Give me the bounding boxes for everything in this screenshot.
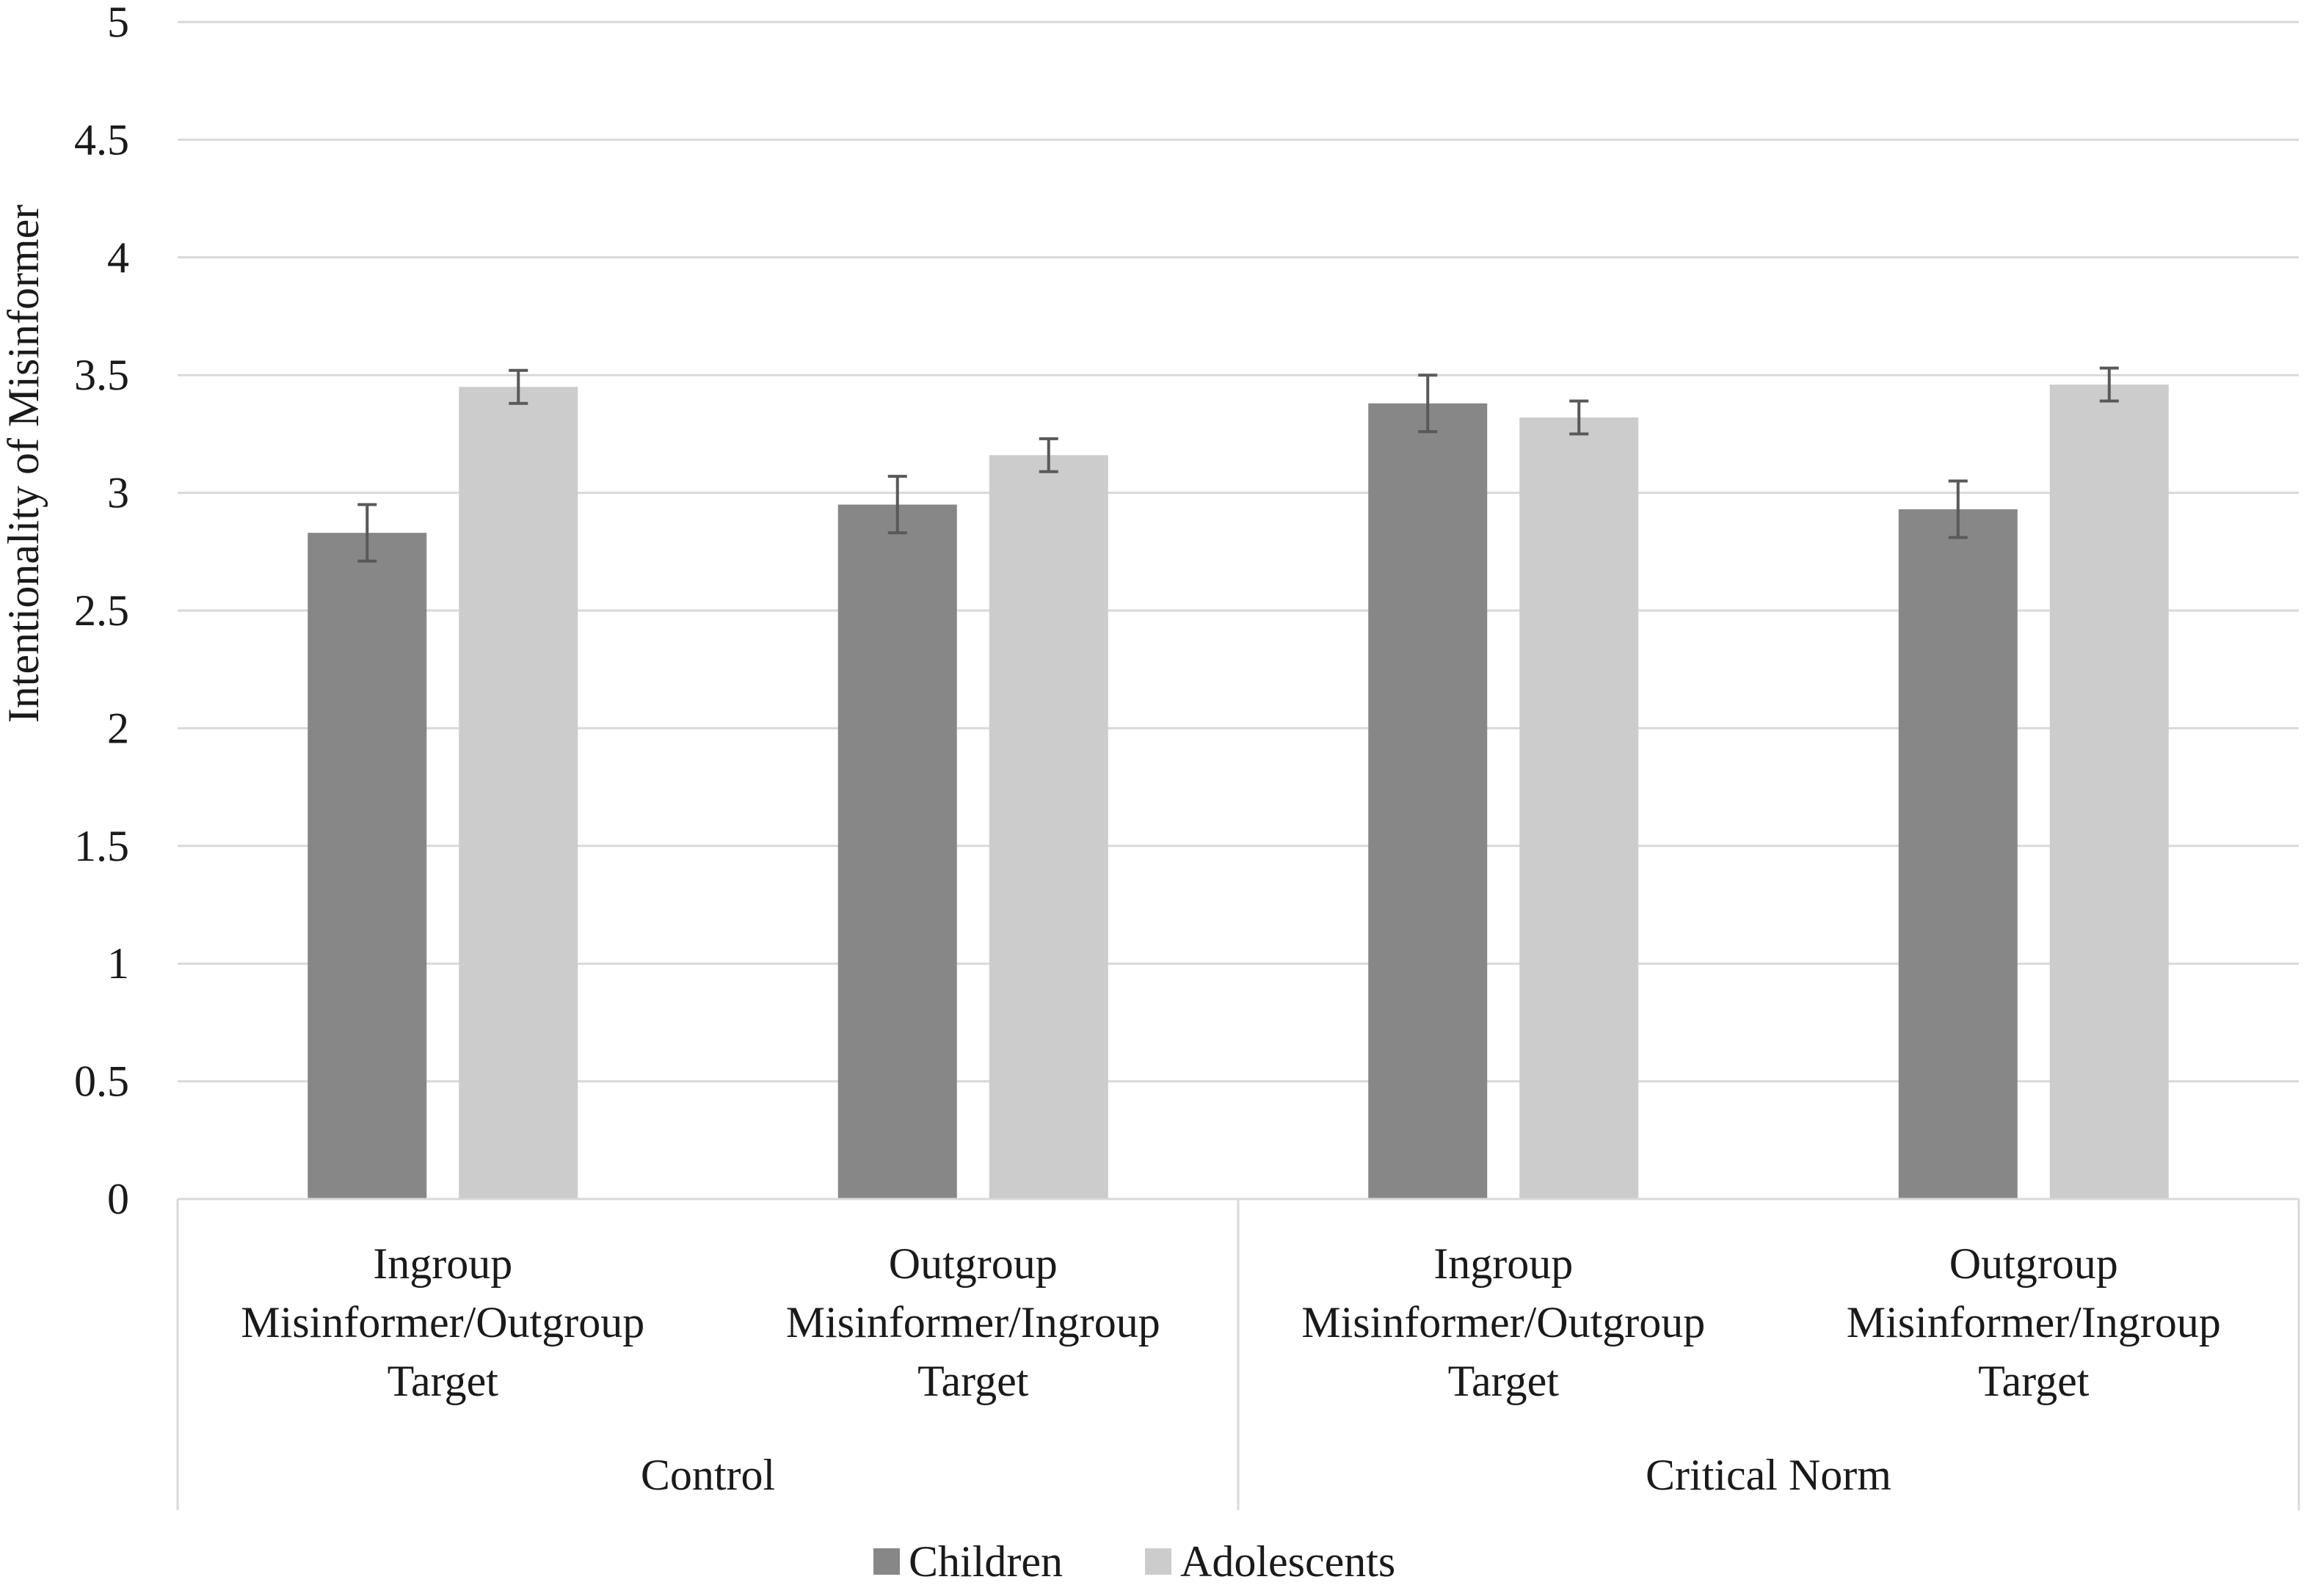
bar-adolescents (2049, 385, 2169, 1199)
error-bars (357, 366, 2119, 563)
y-tick-label: 0.5 (74, 1057, 129, 1106)
axes (176, 1198, 2300, 1510)
legend-swatch-adolescents (1145, 1548, 1171, 1575)
y-tick-label: 0 (107, 1175, 129, 1223)
y-tick-label: 4.5 (74, 115, 129, 164)
y-tick-label: 1 (107, 939, 129, 988)
legend-swatch-children (873, 1548, 900, 1575)
y-tick-label: 2 (107, 704, 129, 752)
bar-children (1368, 403, 1488, 1199)
x-category-label-line: Target (388, 1357, 499, 1405)
y-tick-label: 1.5 (74, 822, 129, 870)
bars (308, 385, 2169, 1199)
x-category-label-line: Misinformer/Outgroup (1301, 1298, 1705, 1347)
legend: Children Adolescents (873, 1537, 1395, 1586)
x-category-labels: Ingroup Misinformer/Outgroup TargetOutgrou… (241, 1239, 2220, 1405)
x-category-label-line: Misinformer/Ingroup (1847, 1298, 2221, 1347)
bar-adolescents (1519, 417, 1639, 1199)
x-category-label: Outgroup Misinformer/Ingroup Target (1847, 1239, 2221, 1405)
y-tick-label: 4 (107, 233, 129, 282)
y-tick-label: 2.5 (74, 586, 129, 635)
x-category-label: Outgroup Misinformer/Ingroup Target (786, 1239, 1160, 1405)
x-category-label-line: Outgroup (1949, 1239, 2118, 1288)
x-group-label: Control (641, 1451, 775, 1499)
x-category-label: Ingroup Misinformer/Outgroup Target (241, 1239, 644, 1405)
x-category-label-line: Ingroup (373, 1239, 512, 1288)
bar-adolescents (989, 455, 1108, 1199)
x-category-label-line: Target (1448, 1357, 1560, 1405)
legend-label-adolescents: Adolescents (1180, 1537, 1395, 1586)
x-category-label-line: Target (917, 1357, 1029, 1405)
x-category-label-line: Ingroup (1433, 1239, 1573, 1288)
x-category-label-line: Outgroup (889, 1239, 1058, 1288)
x-group-label: Critical Norm (1646, 1451, 1891, 1499)
x-category-label-line: Target (1978, 1357, 2090, 1405)
y-tick-label: 3.5 (74, 351, 129, 399)
bar-children (837, 504, 957, 1199)
bar-adolescents (459, 387, 578, 1199)
x-category-label-line: Misinformer/Ingroup (786, 1298, 1160, 1347)
y-tick-labels: 0 0.5 1 1.5 2 2.5 3 3.5 4 4.5 5 (74, 0, 129, 1223)
y-tick-label: 5 (107, 0, 129, 46)
y-tick-label: 3 (107, 469, 129, 517)
bar-children (1898, 509, 2018, 1199)
legend-label-children: Children (909, 1537, 1063, 1586)
x-group-labels: Control Critical Norm (641, 1451, 1891, 1499)
bar-children (308, 533, 427, 1199)
x-category-label: Ingroup Misinformer/Outgroup Target (1301, 1239, 1705, 1405)
x-category-label-line: Misinformer/Outgroup (241, 1298, 644, 1347)
y-axis-title: Intentionality of Misinformer (0, 205, 48, 724)
